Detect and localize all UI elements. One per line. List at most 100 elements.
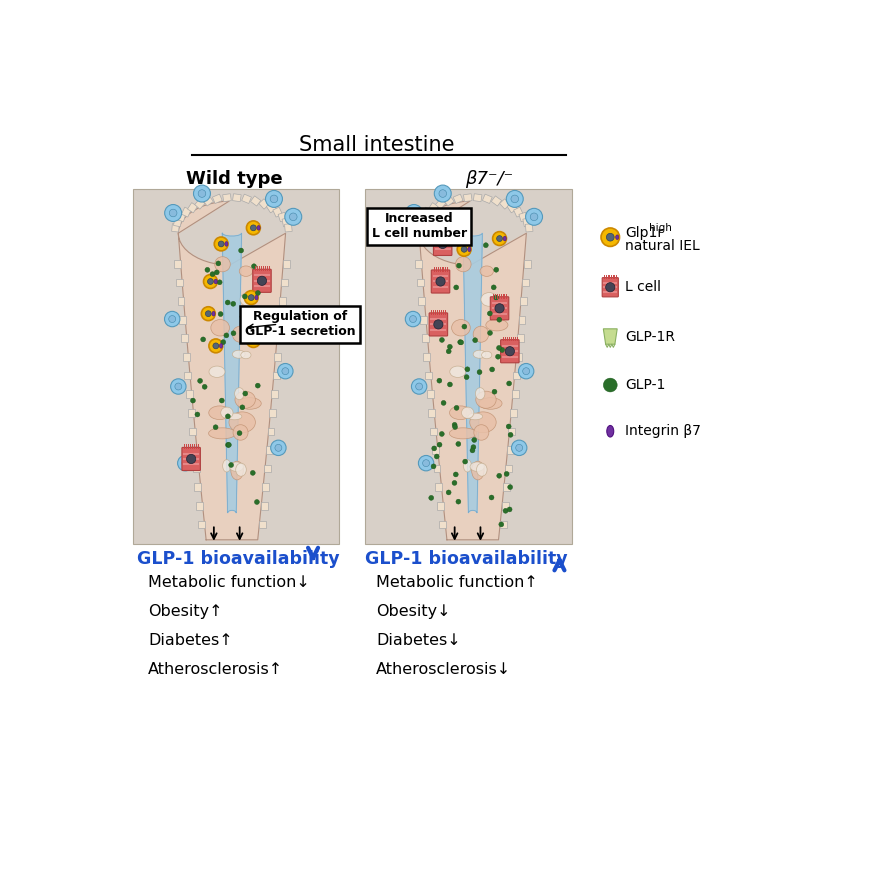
Text: Obesity↓: Obesity↓: [376, 604, 450, 619]
Polygon shape: [174, 218, 182, 227]
Circle shape: [251, 225, 257, 230]
Circle shape: [213, 425, 218, 430]
Circle shape: [471, 437, 477, 443]
Polygon shape: [278, 316, 285, 324]
Circle shape: [456, 499, 461, 504]
Circle shape: [251, 338, 257, 343]
Circle shape: [446, 490, 451, 495]
Polygon shape: [191, 446, 198, 454]
Ellipse shape: [215, 257, 230, 272]
Circle shape: [457, 340, 463, 345]
Circle shape: [487, 311, 492, 316]
Polygon shape: [429, 203, 438, 213]
Circle shape: [456, 442, 461, 446]
Ellipse shape: [223, 459, 230, 472]
Circle shape: [246, 333, 260, 347]
Polygon shape: [281, 278, 288, 286]
Circle shape: [213, 343, 219, 349]
Text: Integrin β7: Integrin β7: [625, 424, 701, 438]
Circle shape: [182, 460, 189, 467]
Polygon shape: [505, 464, 512, 472]
Polygon shape: [423, 353, 430, 361]
Text: Obesity↑: Obesity↑: [148, 604, 223, 619]
Polygon shape: [193, 464, 200, 472]
Circle shape: [282, 368, 289, 375]
Polygon shape: [438, 520, 445, 528]
Ellipse shape: [241, 351, 251, 359]
Circle shape: [290, 213, 297, 221]
Circle shape: [454, 285, 458, 290]
Circle shape: [505, 471, 509, 477]
Circle shape: [165, 204, 182, 222]
Ellipse shape: [225, 242, 228, 246]
Circle shape: [205, 267, 210, 272]
Circle shape: [497, 236, 503, 242]
Polygon shape: [443, 196, 454, 206]
Text: Small intestine: Small intestine: [299, 134, 455, 155]
Circle shape: [285, 209, 302, 225]
Circle shape: [416, 383, 423, 390]
FancyBboxPatch shape: [491, 297, 509, 320]
Ellipse shape: [503, 237, 506, 241]
Ellipse shape: [257, 338, 260, 343]
Polygon shape: [517, 334, 524, 342]
Ellipse shape: [485, 320, 508, 331]
Ellipse shape: [607, 425, 614, 437]
Text: β7⁻/⁻: β7⁻/⁻: [464, 170, 512, 189]
Circle shape: [225, 443, 230, 447]
Text: L cell: L cell: [625, 280, 661, 294]
Ellipse shape: [219, 344, 223, 348]
Ellipse shape: [481, 292, 498, 306]
Circle shape: [218, 312, 223, 317]
Polygon shape: [508, 428, 515, 436]
Circle shape: [439, 189, 447, 197]
Circle shape: [223, 333, 229, 338]
Polygon shape: [473, 194, 482, 202]
Circle shape: [494, 267, 498, 272]
Circle shape: [225, 300, 230, 305]
Polygon shape: [263, 484, 270, 491]
Circle shape: [603, 378, 617, 392]
Circle shape: [226, 443, 231, 447]
Circle shape: [477, 369, 482, 375]
Polygon shape: [186, 390, 193, 398]
Polygon shape: [504, 484, 510, 491]
Circle shape: [607, 233, 614, 241]
Circle shape: [205, 311, 211, 317]
Circle shape: [203, 384, 207, 389]
Polygon shape: [417, 212, 427, 222]
Polygon shape: [434, 464, 441, 472]
Ellipse shape: [471, 461, 484, 480]
Polygon shape: [415, 260, 422, 268]
Polygon shape: [274, 353, 281, 361]
Polygon shape: [422, 334, 429, 342]
Circle shape: [219, 398, 224, 403]
Polygon shape: [526, 223, 533, 232]
Polygon shape: [285, 223, 292, 232]
Circle shape: [512, 440, 527, 456]
Circle shape: [601, 228, 620, 246]
Polygon shape: [182, 207, 191, 217]
Circle shape: [606, 283, 615, 292]
Polygon shape: [412, 223, 420, 232]
Polygon shape: [188, 203, 197, 213]
Polygon shape: [177, 212, 186, 222]
Circle shape: [253, 312, 258, 316]
Ellipse shape: [464, 459, 471, 472]
Circle shape: [498, 522, 504, 527]
Circle shape: [437, 443, 442, 447]
FancyBboxPatch shape: [252, 269, 272, 292]
Circle shape: [495, 304, 505, 313]
Polygon shape: [432, 446, 439, 454]
Circle shape: [489, 495, 494, 500]
Circle shape: [464, 375, 469, 380]
Text: Metabolic function↑: Metabolic function↑: [376, 574, 538, 589]
Polygon shape: [198, 520, 205, 528]
Ellipse shape: [470, 412, 496, 433]
Circle shape: [175, 383, 182, 390]
Polygon shape: [177, 297, 184, 305]
Circle shape: [231, 331, 236, 336]
Ellipse shape: [450, 406, 471, 420]
Polygon shape: [261, 502, 268, 510]
Circle shape: [203, 275, 217, 288]
